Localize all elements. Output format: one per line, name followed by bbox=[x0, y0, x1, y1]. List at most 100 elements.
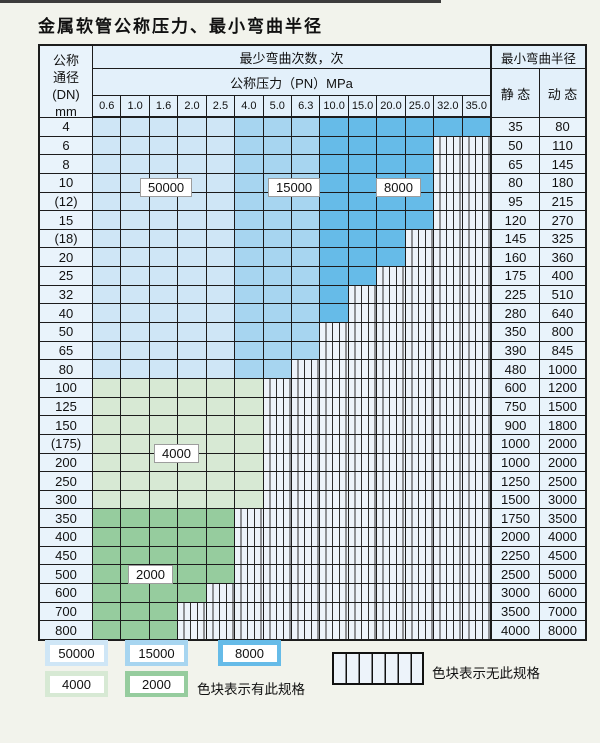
spec-available-cell bbox=[292, 211, 320, 229]
spec-unavailable-cell bbox=[434, 155, 462, 173]
spec-available-cell bbox=[292, 285, 320, 304]
spec-available-cell bbox=[235, 490, 263, 509]
spec-unavailable-cell bbox=[434, 472, 462, 490]
spec-available-cell bbox=[348, 248, 377, 267]
spec-available-cell bbox=[206, 118, 235, 136]
spec-unavailable-cell bbox=[292, 602, 320, 621]
spec-available-cell bbox=[178, 155, 206, 173]
pressure-value-header: 32.0 bbox=[434, 96, 462, 117]
spec-unavailable-cell bbox=[263, 397, 291, 416]
spec-unavailable-cell bbox=[377, 546, 405, 565]
spec-unavailable-cell bbox=[320, 360, 348, 378]
spec-unavailable-cell bbox=[377, 602, 405, 621]
spec-available-cell bbox=[121, 248, 149, 267]
spec-unavailable-cell bbox=[292, 453, 320, 472]
spec-unavailable-cell bbox=[462, 323, 490, 341]
spec-available-cell bbox=[206, 528, 235, 546]
spec-available-cell bbox=[93, 509, 121, 528]
spec-unavailable-cell bbox=[348, 323, 377, 341]
spec-available-cell bbox=[235, 211, 263, 229]
static-radius-cell: 1250 bbox=[491, 472, 539, 490]
spec-unavailable-cell bbox=[405, 490, 434, 509]
static-radius-cell: 95 bbox=[491, 192, 539, 211]
spec-unavailable-cell bbox=[434, 397, 462, 416]
pressure-value-header: 1.6 bbox=[149, 96, 178, 117]
pressure-value-header: 2.5 bbox=[206, 96, 235, 117]
spec-available-cell bbox=[178, 248, 206, 267]
legend-label-50000: 50000 bbox=[49, 644, 104, 662]
spec-unavailable-cell bbox=[462, 192, 490, 211]
spec-available-cell bbox=[149, 621, 178, 639]
spec-available-cell bbox=[206, 565, 235, 584]
spec-available-cell bbox=[149, 490, 178, 509]
spec-unavailable-cell bbox=[462, 528, 490, 546]
spec-available-cell bbox=[292, 118, 320, 136]
spec-unavailable-cell bbox=[377, 416, 405, 434]
dn-header-line1: 公称 bbox=[52, 53, 79, 68]
spec-available-cell bbox=[235, 416, 263, 434]
spec-unavailable-cell bbox=[377, 360, 405, 378]
spec-unavailable-cell bbox=[434, 136, 462, 155]
spec-available-cell bbox=[178, 490, 206, 509]
spec-unavailable-cell bbox=[462, 229, 490, 248]
spec-unavailable-cell bbox=[462, 490, 490, 509]
spec-unavailable-cell bbox=[377, 285, 405, 304]
spec-available-cell bbox=[121, 229, 149, 248]
spec-available-cell bbox=[149, 118, 178, 136]
spec-unavailable-cell bbox=[434, 528, 462, 546]
spec-available-cell bbox=[93, 434, 121, 453]
spec-unavailable-cell bbox=[405, 472, 434, 490]
dn-cell: 300 bbox=[40, 490, 92, 509]
legend-swatch-2000: 2000 bbox=[125, 671, 188, 697]
region-label-8000: 8000 bbox=[376, 178, 421, 197]
spec-unavailable-cell bbox=[263, 602, 291, 621]
spec-unavailable-cell bbox=[434, 584, 462, 602]
dn-cell: 500 bbox=[40, 565, 92, 584]
spec-available-cell bbox=[121, 472, 149, 490]
dynamic-radius-cell: 800 bbox=[540, 323, 585, 341]
spec-available-cell bbox=[178, 528, 206, 546]
spec-available-cell bbox=[93, 211, 121, 229]
spec-available-cell bbox=[263, 323, 291, 341]
spec-available-cell bbox=[93, 192, 121, 211]
spec-available-cell bbox=[178, 416, 206, 434]
spec-unavailable-cell bbox=[348, 602, 377, 621]
spec-unavailable-cell bbox=[348, 434, 377, 453]
spec-unavailable-cell bbox=[377, 453, 405, 472]
spec-unavailable-cell bbox=[462, 472, 490, 490]
spec-unavailable-cell bbox=[235, 509, 263, 528]
legend-swatch-4000: 4000 bbox=[45, 671, 108, 697]
spec-available-cell bbox=[206, 285, 235, 304]
static-radius-cell: 65 bbox=[491, 155, 539, 173]
spec-available-cell bbox=[348, 211, 377, 229]
spec-unavailable-cell bbox=[405, 565, 434, 584]
spec-unavailable-cell bbox=[348, 546, 377, 565]
spec-available-cell bbox=[93, 546, 121, 565]
spec-available-cell bbox=[121, 528, 149, 546]
spec-unavailable-cell bbox=[405, 378, 434, 397]
spec-unavailable-cell bbox=[462, 341, 490, 360]
spec-unavailable-cell bbox=[263, 528, 291, 546]
dn-column-header: 公称 通径 (DN) mm bbox=[40, 46, 92, 119]
spec-unavailable-cell bbox=[434, 416, 462, 434]
spec-available-cell bbox=[405, 155, 434, 173]
pressure-value-header: 4.0 bbox=[235, 96, 263, 117]
spec-available-cell bbox=[348, 267, 377, 285]
spec-unavailable-cell bbox=[263, 434, 291, 453]
spec-unavailable-cell bbox=[348, 565, 377, 584]
spec-unavailable-cell bbox=[377, 434, 405, 453]
dn-cell: 40 bbox=[40, 304, 92, 323]
spec-available-cell bbox=[121, 546, 149, 565]
dn-cell: 80 bbox=[40, 360, 92, 378]
static-radius-cell: 1000 bbox=[491, 434, 539, 453]
spec-unavailable-cell bbox=[462, 211, 490, 229]
spec-available-cell bbox=[320, 136, 348, 155]
spec-unavailable-cell bbox=[348, 453, 377, 472]
spec-unavailable-cell bbox=[235, 546, 263, 565]
spec-available-cell bbox=[348, 192, 377, 211]
dynamic-radius-cell: 7000 bbox=[540, 602, 585, 621]
spec-unavailable-cell bbox=[405, 304, 434, 323]
spec-unavailable-cell bbox=[434, 490, 462, 509]
dn-cell: 32 bbox=[40, 285, 92, 304]
spec-available-cell bbox=[121, 584, 149, 602]
